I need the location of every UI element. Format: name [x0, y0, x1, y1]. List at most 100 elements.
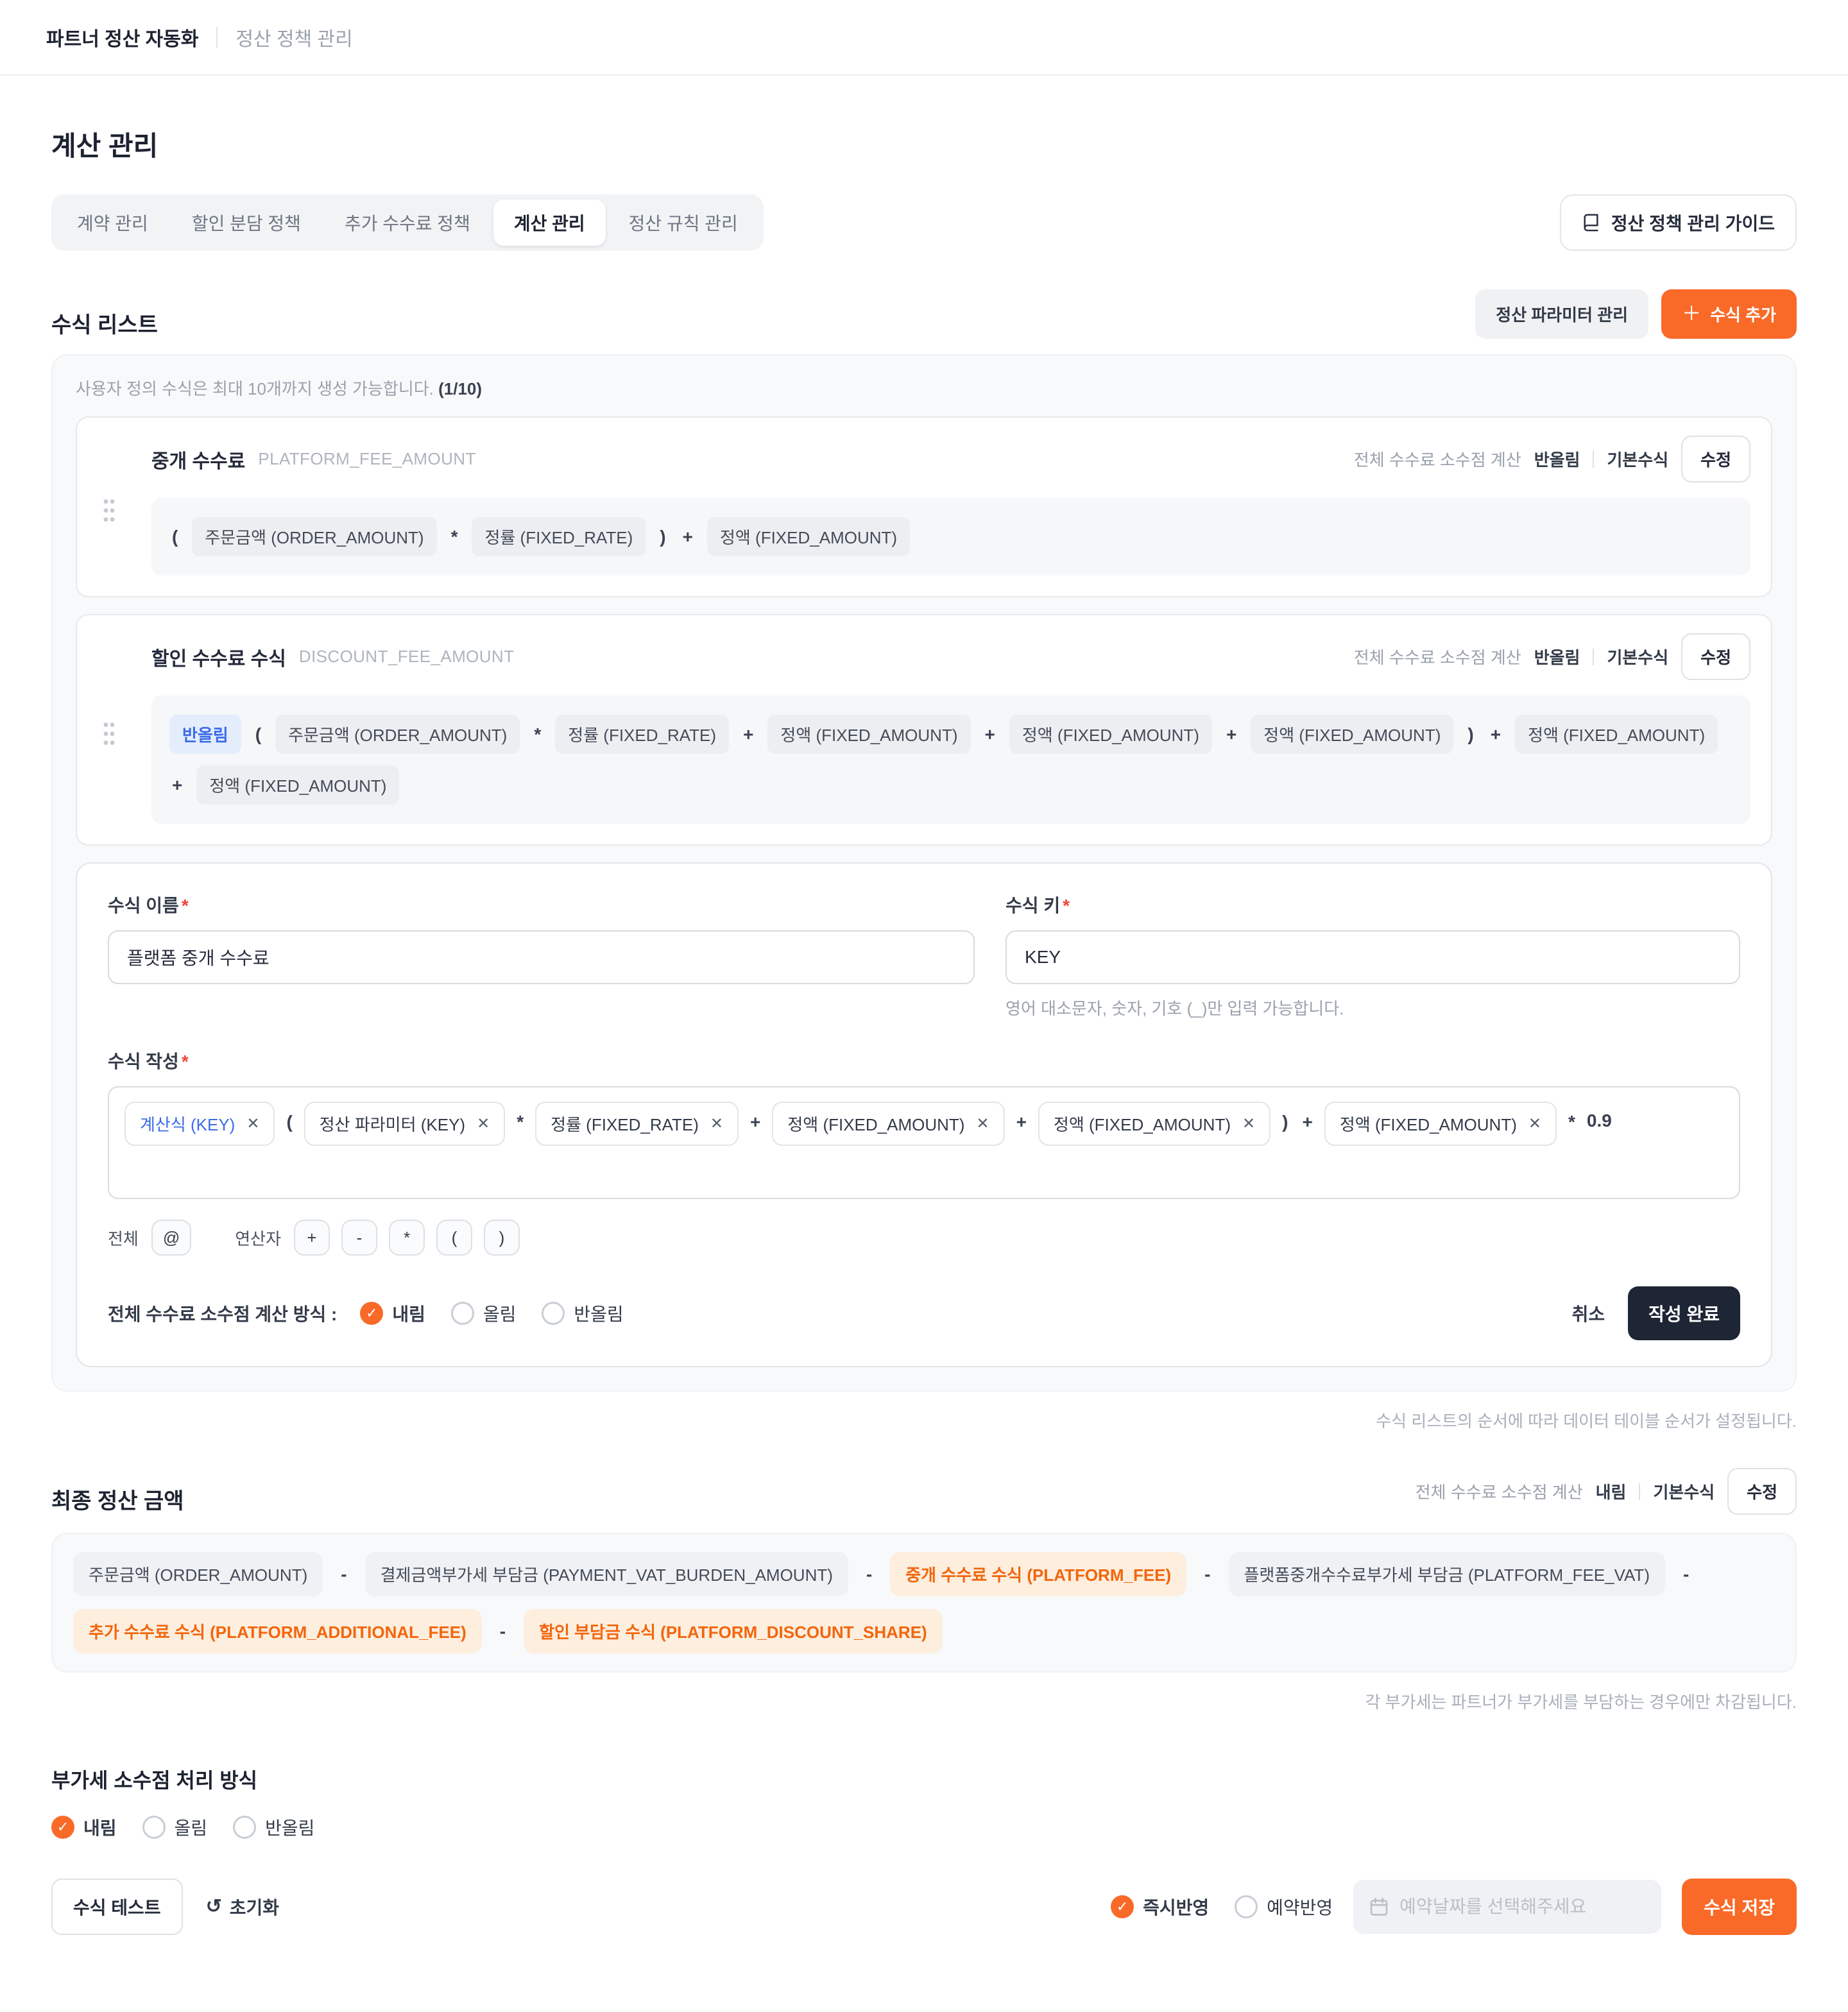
builder-token-chip[interactable]: 정액 (FIXED_AMOUNT) ✕ — [772, 1102, 1005, 1146]
reset-icon: ↺ — [205, 1896, 222, 1917]
main-content: 계산 관리 계약 관리 할인 분담 정책 추가 수수료 정책 계산 관리 정산 규칙 관… — [0, 124, 1848, 2012]
operator-token: + — [750, 1112, 761, 1132]
submit-formula-button[interactable]: 작성 완료 — [1628, 1286, 1740, 1340]
add-formula-button[interactable]: ＋ 수식 추가 — [1661, 289, 1797, 339]
formula-reference-chip: 할인 부담금 수식 (PLATFORM_DISCOUNT_SHARE) — [524, 1609, 943, 1653]
operator-token: ) — [1467, 724, 1474, 744]
operator-key-button[interactable]: * — [389, 1220, 425, 1256]
remove-token-icon[interactable]: ✕ — [246, 1114, 260, 1132]
remove-token-icon[interactable]: ✕ — [976, 1114, 989, 1132]
operators-label: 연산자 — [235, 1229, 282, 1249]
formula-name: 할인 수수료 수식 — [151, 648, 286, 670]
radio-option[interactable]: 예약반영 — [1235, 1894, 1333, 1920]
reset-button[interactable]: ↺ 초기화 — [206, 1894, 279, 1920]
builder-token-chip[interactable]: 정산 파라미터 (KEY) ✕ — [304, 1102, 506, 1146]
formula-key: DISCOUNT_FEE_AMOUNT — [298, 647, 515, 666]
formula-card-discount-fee: 할인 수수료 수식 DISCOUNT_FEE_AMOUNT 전체 수수료 소수점… — [76, 614, 1772, 846]
page-title: 계산 관리 — [51, 131, 158, 161]
formula-name: 중개 수수료 — [151, 450, 246, 472]
operator-token: + — [743, 724, 754, 744]
builder-token-chip[interactable]: 정액 (FIXED_AMOUNT) ✕ — [1324, 1102, 1557, 1146]
meta-divider — [1639, 1483, 1641, 1500]
edit-formula-button[interactable]: 수정 — [1681, 633, 1750, 680]
radio-label: 반올림 — [265, 1818, 315, 1838]
meta-divider — [1593, 450, 1595, 468]
rounding-row: 전체 수수료 소수점 계산 방식 : 내림 올림 반올림 취소 작성 완료 — [108, 1286, 1740, 1340]
formula-list-title: 수식 리스트 — [51, 313, 158, 337]
reservation-date-field[interactable] — [1353, 1880, 1662, 1934]
remove-token-icon[interactable]: ✕ — [710, 1114, 724, 1132]
order-note: 수식 리스트의 순서에 따라 데이터 테이블 순서가 설정됩니다. — [1376, 1411, 1797, 1431]
radio-option[interactable]: 내림 — [360, 1300, 425, 1326]
all-label: 전체 — [108, 1229, 139, 1249]
required-asterisk: * — [181, 896, 189, 916]
top-bar: 파트너 정산 자동화 정산 정책 관리 — [0, 0, 1848, 76]
token-label: 정액 (FIXED_AMOUNT) — [1339, 1115, 1517, 1134]
tab-5[interactable]: 정산 규칙 관리 — [628, 214, 738, 234]
rounding-mode-value: 반올림 — [1534, 648, 1580, 667]
builder-token-chip[interactable]: 정률 (FIXED_RATE) ✕ — [535, 1102, 739, 1146]
drag-handle-icon[interactable] — [103, 499, 116, 523]
footer-right-group: 즉시반영 예약반영 수식 저장 — [1111, 1879, 1797, 1935]
formula-reference-chip: 추가 수수료 수식 (PLATFORM_ADDITIONAL_FEE) — [73, 1609, 482, 1653]
formula-token-chip: 결제금액부가세 부담금 (PAYMENT_VAT_BURDEN_AMOUNT) — [364, 1552, 848, 1596]
formula-key-input[interactable] — [1005, 930, 1740, 984]
operator-key-button[interactable]: - — [341, 1220, 378, 1256]
settlement-parameter-button[interactable]: 정산 파라미터 관리 — [1475, 289, 1649, 339]
operator-key-button[interactable]: ( — [436, 1220, 473, 1256]
formula-token-chip: 정액 (FIXED_AMOUNT) — [767, 715, 971, 754]
save-formula-button[interactable]: 수식 저장 — [1682, 1879, 1797, 1935]
operator-key-button[interactable]: ) — [484, 1220, 520, 1256]
radio-option[interactable]: 반올림 — [233, 1814, 314, 1840]
operator-token: + — [1490, 724, 1502, 744]
edit-formula-button[interactable]: 수정 — [1681, 436, 1750, 482]
radio-unchecked-icon — [233, 1816, 257, 1839]
radio-option[interactable]: 반올림 — [542, 1300, 624, 1326]
plus-icon: ＋ — [1682, 303, 1702, 325]
radio-unchecked-icon — [142, 1816, 166, 1839]
number-token: 0.9 — [1586, 1111, 1612, 1130]
formula-builder-label: 수식 작성 * — [108, 1052, 189, 1071]
final-amount-formula-row: 주문금액 (ORDER_AMOUNT) - 결제금액부가세 부담금 (PAYMENT… — [51, 1533, 1797, 1673]
radio-option[interactable]: 올림 — [450, 1300, 516, 1326]
builder-token-chip[interactable]: 계산식 (KEY) ✕ — [124, 1102, 275, 1146]
formula-card-head: 중개 수수료 PLATFORM_FEE_AMOUNT 전체 수수료 소수점 계산… — [151, 436, 1750, 482]
book-icon — [1582, 213, 1601, 232]
vat-radio-group: 내림 올림 반올림 — [51, 1814, 1797, 1840]
radio-label: 올림 — [174, 1818, 208, 1838]
reservation-date-input[interactable] — [1399, 1897, 1647, 1917]
formula-test-button[interactable]: 수식 테스트 — [51, 1879, 183, 1935]
radio-option[interactable]: 내림 — [51, 1814, 117, 1840]
formula-token-chip: 정액 (FIXED_AMOUNT) — [1009, 715, 1212, 754]
token-label: 정률 (FIXED_RATE) — [551, 1115, 699, 1134]
cancel-button[interactable]: 취소 — [1572, 1300, 1605, 1326]
edit-final-formula-button[interactable]: 수정 — [1727, 1468, 1797, 1515]
settlement-policy-guide-button[interactable]: 정산 정책 관리 가이드 — [1559, 194, 1797, 251]
meta-divider — [1593, 648, 1595, 665]
formula-token-chip: 주문금액 (ORDER_AMOUNT) — [73, 1552, 323, 1596]
tab-4[interactable]: 계산 관리 — [493, 200, 606, 246]
formula-builder-area[interactable]: 계산식 (KEY) ✕ (정산 파라미터 (KEY) ✕ * 정률 (FIXED_RATE… — [108, 1086, 1740, 1199]
radio-option[interactable]: 올림 — [142, 1814, 208, 1840]
tab-1[interactable]: 계약 관리 — [77, 214, 148, 234]
formula-token-chip: 정액 (FIXED_AMOUNT) — [1251, 715, 1454, 754]
at-key-button[interactable]: @ — [151, 1220, 192, 1256]
operator-key-button[interactable]: + — [294, 1220, 330, 1256]
remove-token-icon[interactable]: ✕ — [1528, 1114, 1541, 1132]
drag-handle-icon[interactable] — [103, 721, 116, 746]
operator-token: + — [1302, 1112, 1313, 1132]
remove-token-icon[interactable]: ✕ — [1242, 1114, 1256, 1132]
token-keys-bar: 전체 @ 연산자 + - * () — [108, 1220, 1740, 1256]
operator-token: ( — [172, 526, 178, 547]
formula-name-input[interactable] — [108, 930, 975, 984]
tab-3[interactable]: 추가 수수료 정책 — [344, 214, 470, 234]
calendar-icon — [1369, 1897, 1389, 1917]
operator-token: - — [1204, 1564, 1211, 1584]
radio-option[interactable]: 즉시반영 — [1111, 1894, 1209, 1920]
tab-2[interactable]: 할인 분담 정책 — [191, 214, 301, 234]
operator-token: ) — [1282, 1112, 1288, 1132]
remove-token-icon[interactable]: ✕ — [477, 1114, 490, 1132]
formula-limit-notice: 사용자 정의 수식은 최대 10개까지 생성 가능합니다. (1/10) — [76, 379, 483, 398]
builder-token-chip[interactable]: 정액 (FIXED_AMOUNT) ✕ — [1038, 1102, 1271, 1146]
